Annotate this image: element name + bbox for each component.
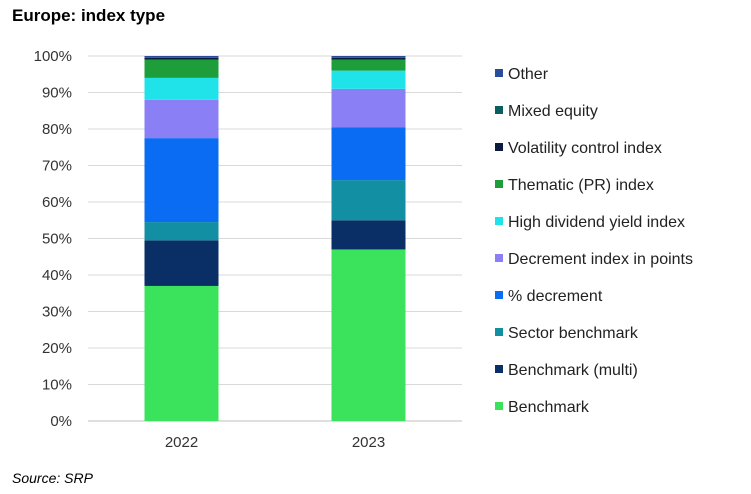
- bar-segment-benchmark-2023: [331, 249, 406, 421]
- legend-swatch: [495, 328, 503, 336]
- legend-swatch: [495, 180, 503, 188]
- y-tick-label: 80%: [42, 121, 72, 138]
- bar-segment-sector-benchmark-2022: [144, 222, 219, 241]
- bar-segment-decrement-2022: [144, 138, 219, 223]
- bar-segment-volatility-control-index-2023: [331, 57, 406, 60]
- bar-segment-high-dividend-yield-index-2022: [144, 77, 219, 100]
- y-tick-label: 30%: [42, 304, 72, 321]
- legend-swatch: [495, 402, 503, 410]
- legend-label: Benchmark: [508, 399, 590, 416]
- legend-label: High dividend yield index: [508, 214, 685, 231]
- legend-swatch: [495, 143, 503, 151]
- legend-label: Benchmark (multi): [508, 362, 638, 379]
- source-note: Source: SRP: [12, 470, 93, 486]
- bars: [144, 56, 406, 421]
- legend-label: Volatility control index: [508, 140, 662, 157]
- bar-segment-decrement-index-in-points-2023: [331, 88, 406, 128]
- legend-label: Mixed equity: [508, 103, 598, 120]
- y-tick-label: 50%: [42, 231, 72, 248]
- y-tick-label: 60%: [42, 194, 72, 211]
- chart-title: Europe: index type: [12, 6, 166, 25]
- bar-segment-thematic-pr-index-2023: [331, 59, 406, 71]
- y-tick-label: 0%: [50, 413, 72, 430]
- legend-label: % decrement: [508, 288, 603, 305]
- x-tick-label: 2022: [165, 434, 198, 451]
- bar-segment-benchmark-2022: [144, 285, 219, 421]
- bar-segment-benchmark-multi-2023: [331, 220, 406, 250]
- legend-swatch: [495, 106, 503, 114]
- y-tick-label: 70%: [42, 158, 72, 175]
- x-axis: 2022 2023: [165, 434, 385, 451]
- y-tick-label: 90%: [42, 85, 72, 102]
- y-tick-label: 20%: [42, 340, 72, 357]
- bar-segment-benchmark-multi-2022: [144, 240, 219, 286]
- bar-segment-decrement-index-in-points-2022: [144, 99, 219, 139]
- x-tick-label: 2023: [352, 434, 385, 451]
- legend-label: Sector benchmark: [508, 325, 639, 342]
- legend-label: Thematic (PR) index: [508, 177, 654, 194]
- bar-segment-other-2023: [331, 56, 406, 58]
- bar-segment-decrement-2023: [331, 127, 406, 181]
- bar-segment-other-2022: [144, 56, 219, 58]
- y-tick-label: 100%: [34, 48, 72, 65]
- grid-lines: [88, 55, 462, 422]
- legend-label: Decrement index in points: [508, 251, 693, 268]
- legend-label: Other: [508, 66, 549, 83]
- legend-swatch: [495, 217, 503, 225]
- y-tick-label: 40%: [42, 267, 72, 284]
- legend-swatch: [495, 365, 503, 373]
- legend-swatch: [495, 254, 503, 262]
- bar-segment-sector-benchmark-2023: [331, 180, 406, 221]
- y-axis: 0% 10% 20% 30% 40% 50% 60% 70% 80% 90% 100%: [34, 48, 72, 430]
- legend: Other Mixed equity Volatility control inde…: [495, 66, 693, 416]
- bar-segment-volatility-control-index-2022: [144, 57, 219, 60]
- bar-segment-thematic-pr-index-2022: [144, 59, 219, 78]
- y-tick-label: 10%: [42, 377, 72, 394]
- legend-swatch: [495, 69, 503, 77]
- bar-segment-high-dividend-yield-index-2023: [331, 70, 406, 89]
- legend-swatch: [495, 291, 503, 299]
